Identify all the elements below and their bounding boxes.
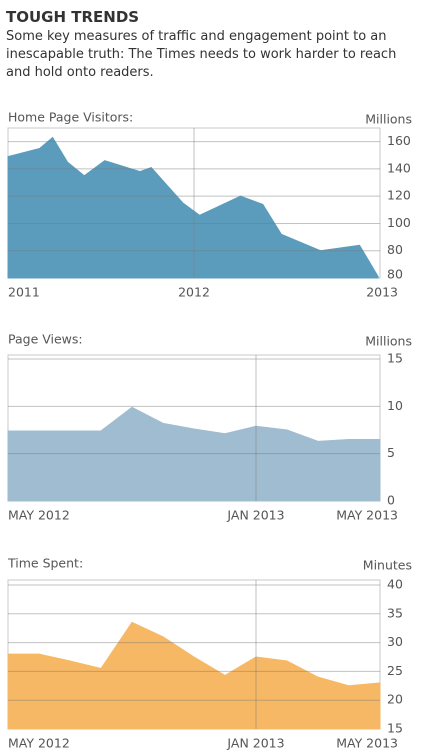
x-tick-label: JAN 2013 [226, 736, 284, 751]
x-tick-label: MAY 2012 [8, 508, 70, 523]
y-tick-label: 25 [387, 663, 403, 678]
y-tick-label: 15 [387, 721, 403, 736]
y-axis-label: Minutes [363, 558, 412, 573]
y-tick-label: 10 [387, 398, 403, 413]
y-tick-label: 40 [387, 577, 403, 592]
y-tick-label: 80 [387, 242, 403, 257]
y-tick-label: 15 [387, 351, 403, 366]
y-tick-label: 5 [387, 445, 395, 460]
y-tick-label: 20 [387, 692, 403, 707]
y-tick-label: 80 [387, 267, 403, 282]
x-tick-label: JAN 2013 [226, 508, 284, 523]
y-tick-label: 120 [387, 188, 411, 203]
y-tick-label: 160 [387, 133, 411, 148]
chart-title: Home Page Visitors: [8, 110, 133, 125]
chart-title: Time Spent: [7, 556, 83, 571]
area [7, 621, 381, 730]
header: TOUGH TRENDS Some key measures of traffi… [6, 8, 411, 82]
area [7, 406, 381, 502]
x-tick-label: 2012 [178, 285, 210, 300]
y-axis-label: Millions [365, 112, 412, 127]
chart-title: Page Views: [8, 332, 83, 347]
y-tick-label: 35 [387, 605, 403, 620]
header-title: TOUGH TRENDS [6, 8, 140, 26]
x-tick-label: MAY 2013 [336, 736, 398, 751]
x-tick-label: 2011 [8, 285, 40, 300]
y-tick-label: 140 [387, 160, 411, 175]
x-tick-label: 2013 [366, 285, 398, 300]
area [7, 136, 379, 279]
x-tick-label: MAY 2013 [336, 508, 398, 523]
y-tick-label: 0 [387, 493, 395, 508]
y-tick-label: 30 [387, 634, 403, 649]
y-axis-label: Millions [365, 334, 412, 349]
y-tick-label: 100 [387, 215, 411, 230]
x-tick-label: MAY 2012 [8, 736, 70, 751]
header-subtitle: Some key measures of traffic and engagem… [6, 29, 397, 80]
